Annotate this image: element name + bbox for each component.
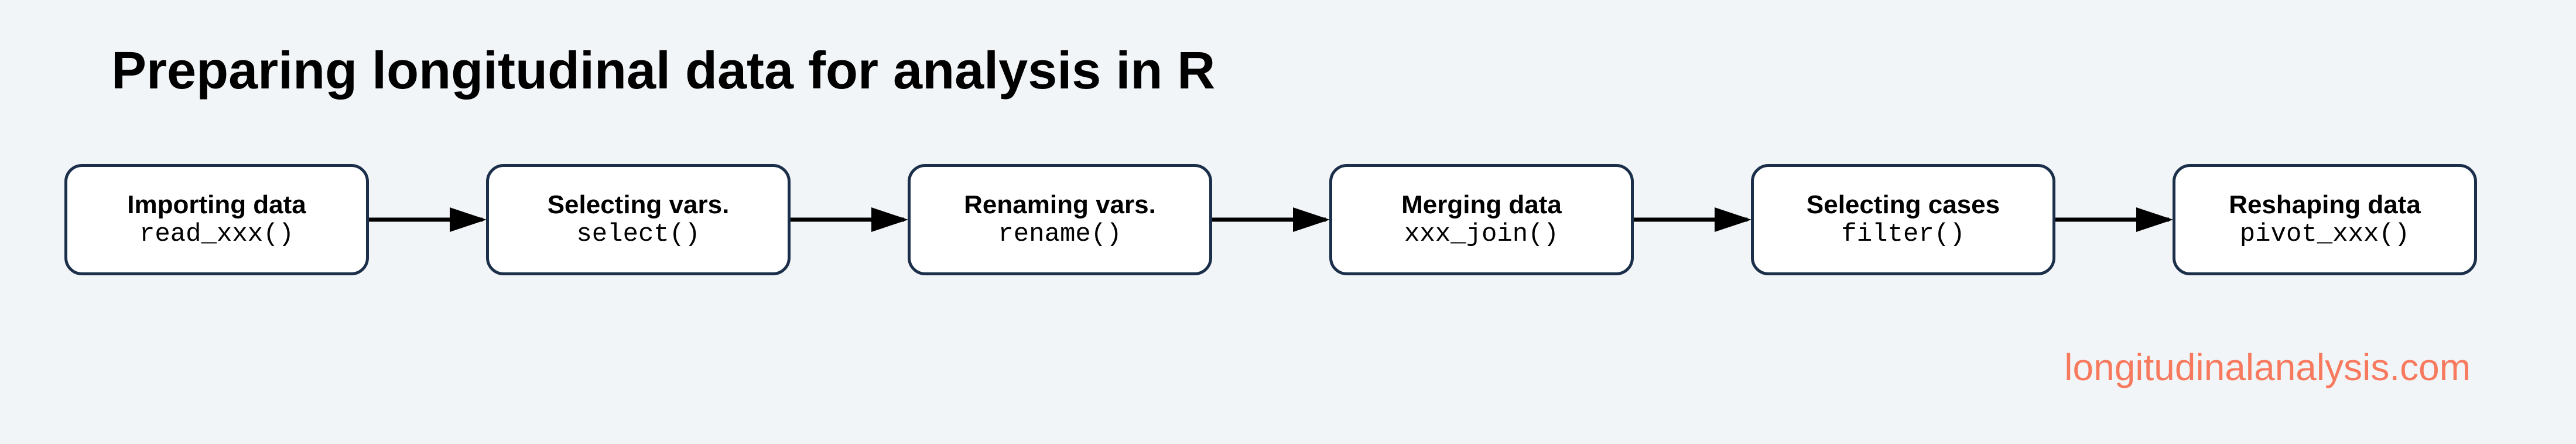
flow-node-title: Selecting vars. <box>548 190 730 220</box>
flow-node-title: Selecting cases <box>1807 190 2000 220</box>
flow-node-function: rename() <box>998 220 1121 249</box>
flow-node-function: read_xxx() <box>139 220 294 249</box>
flow-node-function: select() <box>576 220 700 249</box>
flow-node-n1: Importing dataread_xxx() <box>64 164 369 275</box>
flow-node-n4: Merging dataxxx_join() <box>1329 164 1634 275</box>
diagram-canvas: Preparing longitudinal data for analysis… <box>0 0 2576 444</box>
flow-node-n2: Selecting vars.select() <box>486 164 791 275</box>
flow-node-n3: Renaming vars.rename() <box>908 164 1212 275</box>
flow-node-title: Merging data <box>1401 190 1562 220</box>
flow-node-n6: Reshaping datapivot_xxx() <box>2173 164 2477 275</box>
flow-node-title: Renaming vars. <box>964 190 1156 220</box>
watermark: longitudinalanalysis.com <box>2064 346 2471 389</box>
flow-node-n5: Selecting casesfilter() <box>1751 164 2055 275</box>
flow-node-title: Importing data <box>127 190 306 220</box>
page-title: Preparing longitudinal data for analysis… <box>111 41 1215 101</box>
flow-node-title: Reshaping data <box>2229 190 2421 220</box>
flow-node-function: filter() <box>1841 220 1965 249</box>
flow-node-function: pivot_xxx() <box>2240 220 2410 249</box>
flow-node-function: xxx_join() <box>1404 220 1559 249</box>
